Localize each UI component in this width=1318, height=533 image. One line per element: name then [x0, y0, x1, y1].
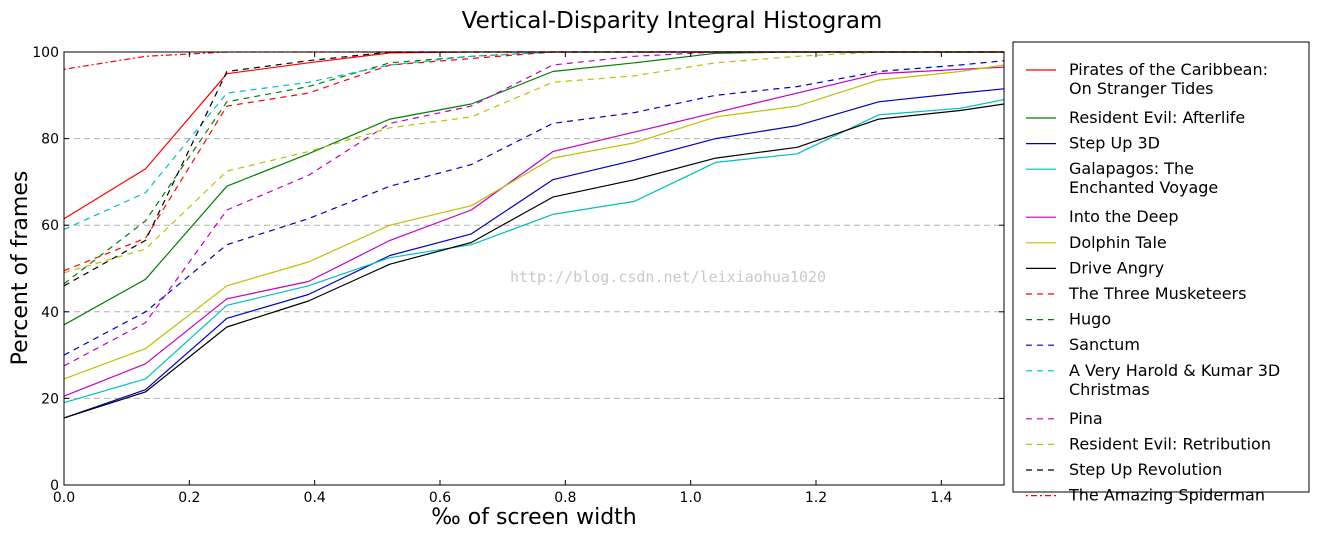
legend-label-2: Step Up 3D	[1069, 134, 1160, 153]
x-axis-label: ‰ of screen width	[431, 505, 636, 530]
legend-label-13: Step Up Revolution	[1069, 460, 1222, 479]
legend-label-14: The Amazing Spiderman	[1068, 486, 1265, 505]
legend-label-7: The Three Musketeers	[1068, 284, 1246, 303]
y-tick-label: 20	[41, 391, 59, 407]
legend-label-1: Resident Evil: Afterlife	[1069, 108, 1245, 127]
y-axis-label: Percent of frames	[8, 171, 33, 366]
x-tick-label: 1.2	[805, 490, 827, 506]
x-tick-label: 0.2	[178, 490, 200, 506]
legend-frame	[1012, 41, 1310, 493]
series-line-4	[63, 66, 1005, 397]
legend-label-11: Pina	[1069, 409, 1103, 428]
legend: Pirates of the Caribbean: On Stranger Tid…	[1012, 41, 1310, 505]
legend-label-6: Drive Angry	[1069, 258, 1164, 277]
y-tick-label: 80	[41, 132, 59, 148]
series-line-14	[63, 51, 1004, 70]
chart-title: Vertical-Disparity Integral Histogram	[462, 8, 883, 34]
series-lines	[63, 51, 1005, 419]
series-line-2	[63, 88, 1005, 419]
legend-label-0: Pirates of the Caribbean: On Stranger Tid…	[1069, 60, 1268, 98]
x-tick-label: 1.4	[930, 490, 952, 506]
x-tick-label: 0.6	[429, 490, 451, 506]
x-tick-label: 0.4	[304, 490, 326, 506]
legend-label-9: Sanctum	[1069, 335, 1140, 354]
gridlines	[64, 138, 1004, 399]
y-tick-label: 0	[50, 478, 59, 494]
watermark-text: http://blog.csdn.net/leixiaohua1020	[510, 268, 826, 286]
legend-label-3: Galapagos: The Enchanted Voyage	[1069, 159, 1218, 197]
x-tick-label: 0.8	[554, 490, 576, 506]
series-line-3	[63, 99, 1005, 404]
legend-label-10: A Very Harold & Kumar 3D Christmas	[1069, 361, 1280, 399]
legend-label-4: Into the Deep	[1069, 207, 1179, 226]
series-line-5	[63, 64, 1005, 380]
y-tick-label: 60	[41, 218, 59, 234]
x-tick-label: 1.0	[680, 490, 702, 506]
y-tick-label: 100	[32, 45, 59, 61]
legend-label-5: Dolphin Tale	[1069, 233, 1167, 252]
y-tick-label: 40	[41, 305, 59, 321]
axis-ticks: 0 20 40 60 80 100 0.0 0.2 0.4 0.6 0.8 1.0 1.2 1.4	[32, 45, 1004, 506]
plot-frame	[63, 51, 1005, 486]
x-tick-label: 0.0	[53, 490, 75, 506]
series-line-6	[63, 103, 1005, 419]
legend-label-12: Resident Evil: Retribution	[1069, 434, 1271, 453]
series-line-8	[63, 51, 1004, 285]
legend-label-8: Hugo	[1069, 310, 1111, 329]
